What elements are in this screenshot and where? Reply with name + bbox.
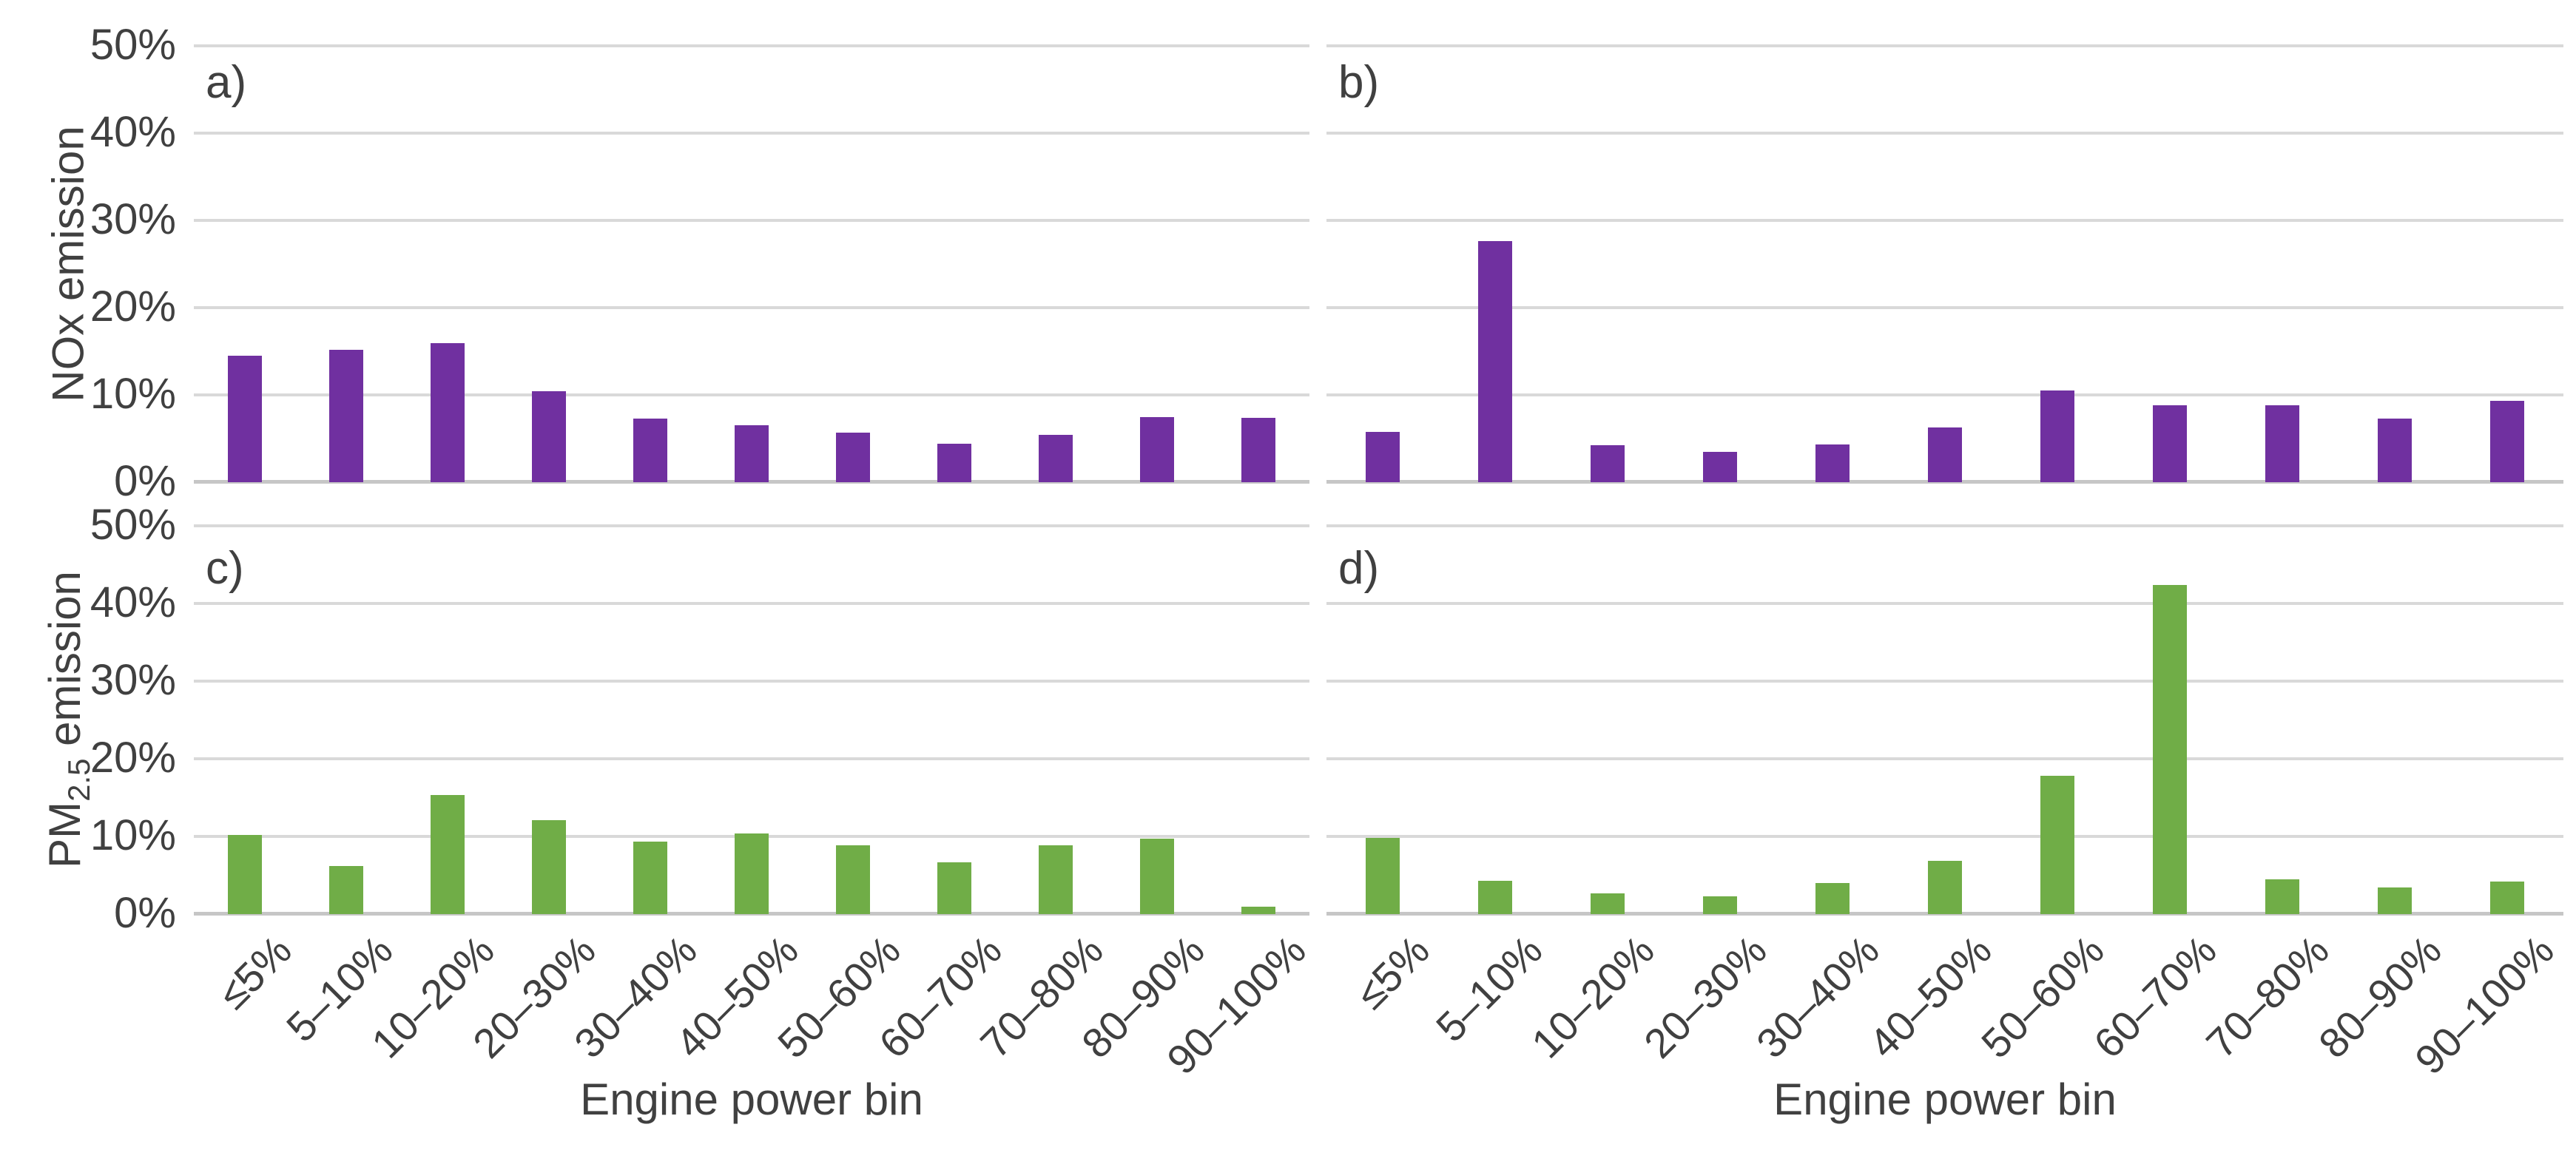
bar-b-20–30% <box>1703 451 1737 482</box>
bar-b-5–10% <box>1478 241 1512 482</box>
bar-d-90–100% <box>2490 881 2524 914</box>
gridline <box>1326 44 2563 47</box>
gridline <box>194 524 1309 527</box>
bar-a-90–100% <box>1241 417 1276 482</box>
panel-letter-d: d) <box>1338 543 1380 594</box>
bar-b-90–100% <box>2490 401 2524 482</box>
bar-d-≤5% <box>1366 838 1400 914</box>
bar-b-≤5% <box>1366 431 1400 482</box>
y-tick-label: 40% <box>90 578 176 627</box>
bar-c-≤5% <box>227 834 262 914</box>
gridline <box>194 602 1309 605</box>
bar-b-40–50% <box>1928 427 1962 482</box>
y-tick-label: 40% <box>90 108 176 157</box>
bar-c-30–40% <box>633 842 667 914</box>
gridline <box>194 44 1309 47</box>
bar-a-50–60% <box>836 432 871 482</box>
bar-d-40–50% <box>1928 860 1962 914</box>
gridline <box>1326 757 2563 760</box>
bar-a-30–40% <box>633 418 667 482</box>
bar-b-50–60% <box>2040 390 2074 482</box>
x-tick-label: 50–60% <box>1972 926 2114 1067</box>
bar-a-60–70% <box>937 444 972 482</box>
x-tick-label: 20–30% <box>1635 926 1776 1067</box>
gridline <box>1326 306 2563 309</box>
y-tick-label: 10% <box>90 811 176 860</box>
y-tick-label: 30% <box>90 195 176 244</box>
x-axis-title-right: Engine power bin <box>1773 1075 2117 1124</box>
y-tick-label: 50% <box>90 21 176 70</box>
bar-a-10–20% <box>430 343 465 482</box>
gridline <box>1326 219 2563 222</box>
bar-b-80–90% <box>2378 418 2412 482</box>
y-tick-label: 30% <box>90 656 176 705</box>
bar-d-70–80% <box>2265 879 2299 914</box>
bar-d-30–40% <box>1815 883 1850 914</box>
gridline <box>1326 835 2563 838</box>
bar-c-60–70% <box>937 862 972 914</box>
bar-d-60–70% <box>2153 584 2187 914</box>
gridline <box>1326 132 2563 135</box>
panel-letter-c: c) <box>206 543 244 594</box>
bar-b-60–70% <box>2153 405 2187 482</box>
gridline <box>194 306 1309 309</box>
y-tick-label: 10% <box>90 370 176 419</box>
gridline <box>1326 524 2563 527</box>
bar-c-5–10% <box>328 865 363 914</box>
y-tick-label: 50% <box>90 501 176 549</box>
bar-a-40–50% <box>735 425 769 482</box>
panel-c-pm25-left: c) <box>194 524 1309 916</box>
bar-c-20–30% <box>531 819 566 914</box>
bar-d-20–30% <box>1703 896 1737 914</box>
bar-d-5–10% <box>1478 880 1512 914</box>
x-tick-label: 70–80% <box>2197 926 2339 1067</box>
x-tick-label: ≤5% <box>209 926 300 1018</box>
panel-letter-a: a) <box>206 57 247 108</box>
y-tick-label: 20% <box>90 283 176 331</box>
gridline <box>1326 602 2563 605</box>
x-tick-label: 60–70% <box>2085 926 2226 1067</box>
bar-d-80–90% <box>2378 887 2412 914</box>
bar-c-90–100% <box>1241 906 1276 914</box>
gridline <box>194 680 1309 683</box>
bar-d-50–60% <box>2040 776 2074 914</box>
x-tick-label: 40–50% <box>1860 926 2001 1067</box>
panel-d-pm25-right: d) <box>1326 524 2563 916</box>
bar-c-70–80% <box>1039 845 1073 914</box>
gridline <box>194 219 1309 222</box>
gridline <box>1326 680 2563 683</box>
bar-b-70–80% <box>2265 405 2299 482</box>
panel-a-nox-left: a) <box>194 44 1309 484</box>
bar-a-80–90% <box>1140 416 1175 482</box>
bar-a-5–10% <box>328 349 363 482</box>
x-tick-label: 10–20% <box>1523 926 1664 1067</box>
bar-a-70–80% <box>1039 435 1073 482</box>
y-axis-title-nox: NOx emission <box>43 126 93 402</box>
gridline <box>1326 393 2563 396</box>
panel-letter-b: b) <box>1338 57 1380 108</box>
x-axis-title-left: Engine power bin <box>580 1075 923 1124</box>
bar-c-80–90% <box>1140 839 1175 914</box>
gridline <box>194 393 1309 396</box>
bar-a-20–30% <box>531 391 566 482</box>
gridline <box>194 132 1309 135</box>
bar-b-10–20% <box>1591 445 1625 482</box>
bar-a-≤5% <box>227 355 262 482</box>
x-tick-label: 30–40% <box>1747 926 1889 1067</box>
bar-c-10–20% <box>430 795 465 914</box>
y-tick-label: 0% <box>114 457 176 506</box>
y-tick-label: 0% <box>114 889 176 938</box>
panel-b-nox-right: b) <box>1326 44 2563 484</box>
gridline <box>194 757 1309 760</box>
bar-c-40–50% <box>735 833 769 914</box>
y-tick-label: 20% <box>90 734 176 782</box>
bar-d-10–20% <box>1591 893 1625 914</box>
x-tick-label: ≤5% <box>1346 926 1439 1018</box>
bar-b-30–40% <box>1815 444 1850 482</box>
bar-c-50–60% <box>836 845 871 914</box>
